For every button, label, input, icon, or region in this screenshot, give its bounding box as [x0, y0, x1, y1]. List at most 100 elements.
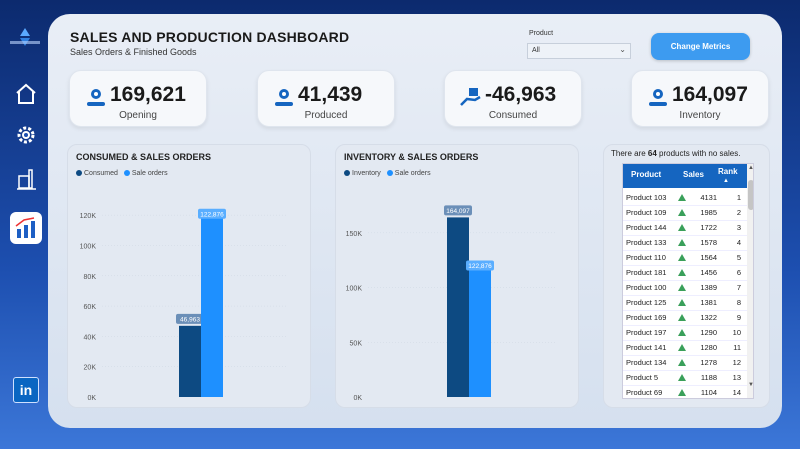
y-tick-label: 100K [80, 243, 97, 250]
cell-rank: 8 [736, 298, 741, 307]
trend-up-icon [678, 194, 686, 201]
gears-conveyor-icon [649, 89, 667, 106]
data-label-bg [466, 260, 494, 271]
trend-up-icon [678, 374, 686, 381]
cell-sales: 1104 [700, 388, 717, 397]
y-tick-label: 100K [346, 286, 363, 293]
chart-legend: Consumed Sale orders [76, 170, 168, 177]
scroll-down-icon[interactable]: ▼ [748, 382, 754, 388]
kpi-label: Inventory [679, 110, 721, 121]
cell-sales: 1985 [700, 208, 717, 217]
cell-product: Product 109 [626, 208, 667, 217]
chart-inventory-sales: 0K 50K 100K 150K 164,097 122,876 [346, 205, 556, 402]
data-label-bg [176, 313, 204, 324]
table-row[interactable]: Product 103 4131 1 [623, 190, 747, 206]
table-row[interactable]: Product 169 1322 9 [623, 310, 747, 326]
product-filter-value: All [532, 47, 540, 54]
table-row[interactable]: Product 141 1280 11 [623, 340, 747, 356]
linkedin-icon[interactable]: in [13, 377, 39, 403]
page-title: SALES AND PRODUCTION DASHBOARD [70, 29, 350, 45]
table-row[interactable]: Product 197 1290 10 [623, 325, 747, 341]
data-label: 164,097 [446, 208, 470, 215]
table-row[interactable]: Product 181 1456 6 [623, 265, 747, 281]
y-tick-label: 60K [84, 304, 97, 311]
kpi-value: 164,097 [672, 83, 748, 106]
kpi-card-produced: 41,439 Produced [257, 70, 395, 127]
no-sales-note: There are 64 products with no sales. [611, 149, 741, 158]
cell-rank: 3 [736, 223, 741, 232]
table-row[interactable]: Product 125 1381 8 [623, 295, 747, 311]
y-tick-label: 150K [346, 231, 363, 238]
hand-box-icon [460, 88, 481, 106]
chart-consumed-sales: 0K 20K 40K 60K 80K 100K 120K 46,963 122,876 [80, 208, 288, 402]
table-header: Product Sales Rank ▲ [623, 164, 747, 188]
chart-legend: Inventory Sale orders [344, 170, 431, 177]
scrollbar-thumb[interactable] [748, 180, 753, 210]
table-row[interactable]: Product 134 1278 12 [623, 355, 747, 371]
cell-product: Product 169 [626, 313, 667, 322]
kpi-value: -46,963 [485, 83, 557, 106]
cell-rank: 14 [732, 388, 741, 397]
sidebar: in [0, 0, 52, 449]
data-label: 122,876 [468, 263, 492, 270]
chart-card-inventory-sales: INVENTORY & SALES ORDERS Inventory Sale … [335, 144, 579, 408]
chart-title: INVENTORY & SALES ORDERS [344, 152, 479, 162]
cell-rank: 13 [732, 373, 741, 382]
home-icon[interactable] [12, 80, 40, 108]
table-row[interactable]: Product 133 1578 4 [623, 235, 747, 251]
cell-sales: 1578 [700, 238, 717, 247]
table-scrollbar[interactable]: ▲ ▼ [747, 164, 754, 398]
factory-icon[interactable] [12, 166, 40, 194]
table-row[interactable]: Product 100 1389 7 [623, 280, 747, 296]
data-label-bg [198, 208, 226, 219]
cell-rank: 5 [736, 253, 741, 262]
column-header-sales[interactable]: Sales [683, 170, 704, 179]
trend-up-icon [678, 359, 686, 366]
table-row[interactable]: Product 144 1722 3 [623, 220, 747, 236]
table-row[interactable]: Product 110 1564 5 [623, 250, 747, 266]
kpi-card-opening: 169,621 Opening [69, 70, 207, 127]
kpi-label: Produced [304, 110, 348, 121]
cell-rank: 10 [732, 328, 741, 337]
trend-up-icon [678, 389, 686, 396]
cell-rank: 7 [736, 283, 741, 292]
cell-product: Product 125 [626, 298, 667, 307]
cell-product: Product 133 [626, 238, 667, 247]
cell-product: Product 181 [626, 268, 667, 277]
product-sales-table[interactable]: Product Sales Rank ▲ Product 103 4131 1 Pro… [622, 163, 754, 399]
cell-product: Product 197 [626, 328, 667, 337]
y-tick-label: 80K [84, 274, 97, 281]
table-row[interactable]: Product 5 1188 13 [623, 370, 747, 386]
legend-item: Sale orders [386, 170, 431, 177]
trend-up-icon [678, 329, 686, 336]
trend-up-icon [678, 254, 686, 261]
trend-up-icon [678, 299, 686, 306]
cell-product: Product 110 [626, 253, 666, 262]
bar-sale-orders [201, 210, 223, 397]
scroll-up-icon[interactable]: ▲ [748, 165, 754, 171]
data-label: 46,963 [180, 316, 200, 323]
column-header-rank[interactable]: Rank [718, 167, 738, 176]
kpi-card-inventory: 164,097 Inventory [631, 70, 769, 127]
column-header-product[interactable]: Product [631, 170, 662, 179]
gear-icon[interactable] [12, 121, 40, 149]
y-tick-label: 0K [87, 395, 96, 402]
product-filter-dropdown[interactable]: All ⌄ [527, 43, 631, 59]
bar-chart-icon[interactable] [10, 212, 42, 244]
table-row[interactable]: Product 69 1104 14 [623, 385, 747, 398]
trend-up-icon [678, 239, 686, 246]
y-tick-label: 50K [350, 340, 363, 347]
cell-sales: 1722 [700, 223, 717, 232]
cell-rank: 2 [736, 208, 741, 217]
change-metrics-button[interactable]: Change Metrics [651, 33, 750, 60]
cell-sales: 1290 [700, 328, 717, 337]
cell-product: Product 144 [626, 223, 667, 232]
trend-up-icon [678, 314, 686, 321]
trend-up-icon [678, 269, 686, 276]
y-tick-label: 0K [353, 395, 362, 402]
table-row[interactable]: Product 109 1985 2 [623, 205, 747, 221]
y-tick-label: 40K [84, 334, 97, 341]
page-subtitle: Sales Orders & Finished Goods [70, 47, 197, 57]
cell-rank: 1 [736, 193, 741, 202]
cell-product: Product 69 [626, 388, 663, 397]
